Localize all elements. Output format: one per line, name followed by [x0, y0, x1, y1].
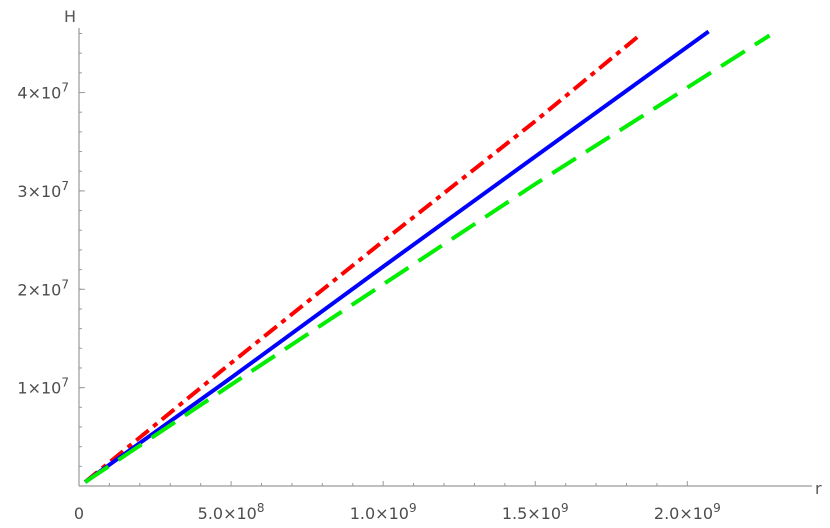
x-axis-label: r [815, 479, 822, 498]
x-axis-ticks: 0 5.0×108 1.0×109 1.5×109 2.0×109 [74, 481, 721, 523]
series-line-2 [83, 29, 710, 484]
axes [78, 28, 812, 487]
x-tick-label: 1.0×109 [350, 501, 417, 523]
y-axis-ticks: 1×107 2×107 3×107 4×107 [17, 33, 85, 467]
series-layer [83, 29, 771, 484]
x-tick-label: 2.0×109 [654, 501, 721, 523]
x-tick-label: 0 [74, 504, 84, 523]
y-tick-label: 2×107 [17, 277, 69, 299]
x-tick-label: 1.5×109 [502, 501, 569, 523]
series-line-3 [83, 33, 771, 484]
y-axis-label: H [64, 7, 76, 26]
x-tick-label: 5.0×108 [198, 501, 265, 523]
y-tick-label: 1×107 [17, 376, 69, 398]
series-line-1 [83, 31, 643, 484]
y-tick-label: 4×107 [17, 81, 69, 103]
y-tick-label: 3×107 [17, 179, 69, 201]
